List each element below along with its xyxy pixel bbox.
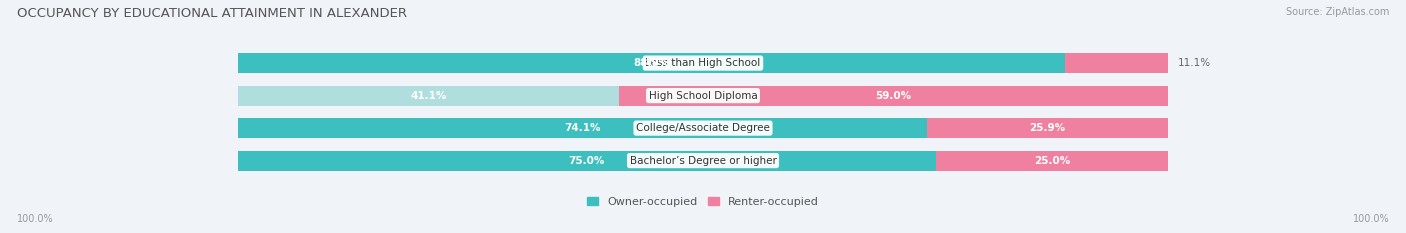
Text: College/Associate Degree: College/Associate Degree bbox=[636, 123, 770, 133]
Text: 100.0%: 100.0% bbox=[17, 214, 53, 224]
Bar bbox=[238, 53, 1168, 73]
Bar bbox=[238, 118, 1168, 138]
Legend: Owner-occupied, Renter-occupied: Owner-occupied, Renter-occupied bbox=[586, 197, 820, 207]
Bar bbox=[927, 118, 1168, 138]
Text: Bachelor’s Degree or higher: Bachelor’s Degree or higher bbox=[630, 156, 776, 166]
Text: 88.9%: 88.9% bbox=[633, 58, 669, 68]
Bar bbox=[238, 151, 935, 171]
Text: 41.1%: 41.1% bbox=[411, 91, 447, 101]
Text: 25.0%: 25.0% bbox=[1033, 156, 1070, 166]
Text: 25.9%: 25.9% bbox=[1029, 123, 1066, 133]
Bar bbox=[238, 118, 927, 138]
Text: OCCUPANCY BY EDUCATIONAL ATTAINMENT IN ALEXANDER: OCCUPANCY BY EDUCATIONAL ATTAINMENT IN A… bbox=[17, 7, 406, 20]
Bar bbox=[619, 86, 1168, 106]
Bar bbox=[238, 86, 620, 106]
Text: High School Diploma: High School Diploma bbox=[648, 91, 758, 101]
Text: 11.1%: 11.1% bbox=[1177, 58, 1211, 68]
Bar bbox=[238, 53, 1064, 73]
Text: 74.1%: 74.1% bbox=[564, 123, 600, 133]
Bar bbox=[238, 86, 1168, 106]
Text: Source: ZipAtlas.com: Source: ZipAtlas.com bbox=[1285, 7, 1389, 17]
Bar bbox=[238, 151, 1168, 171]
Bar bbox=[1064, 53, 1168, 73]
Bar bbox=[935, 151, 1168, 171]
Text: 100.0%: 100.0% bbox=[1353, 214, 1389, 224]
Text: 59.0%: 59.0% bbox=[876, 91, 911, 101]
Text: Less than High School: Less than High School bbox=[645, 58, 761, 68]
Text: 75.0%: 75.0% bbox=[568, 156, 605, 166]
